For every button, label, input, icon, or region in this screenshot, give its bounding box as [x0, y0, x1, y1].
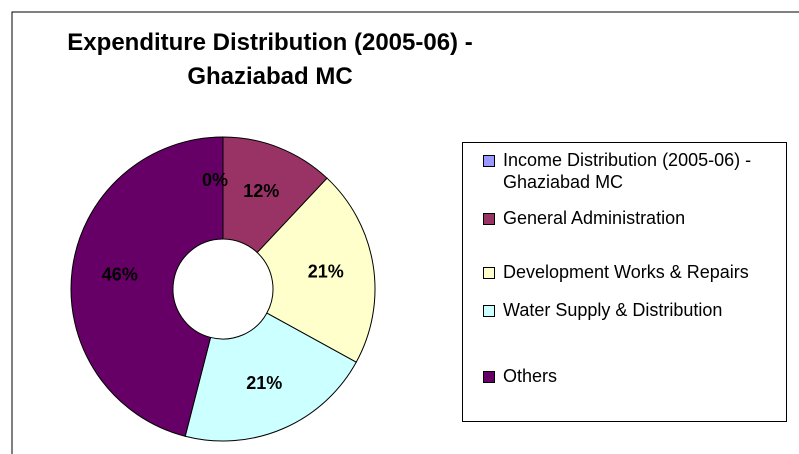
slice: [222, 136, 328, 254]
legend-swatch: [483, 213, 495, 225]
data-label: 12%: [243, 181, 279, 201]
frame: [11, 11, 799, 454]
legend-item: Development Works & Repairs: [483, 261, 799, 283]
legend-item: Water Supply & Distribution: [483, 299, 799, 321]
data-label: 0%: [202, 170, 228, 190]
legend-swatch: [483, 371, 495, 383]
slice: [184, 312, 357, 442]
legend-item: Income Distribution (2005-06) - Ghaziaba…: [483, 149, 799, 193]
data-label: 21%: [246, 373, 282, 393]
legend-swatch: [483, 305, 495, 317]
legend-swatch: [483, 267, 495, 279]
legend-label: Water Supply & Distribution: [503, 300, 723, 320]
legend-label: Income Distribution (2005-06) - Ghaziaba…: [503, 150, 752, 192]
legend-label: Development Works & Repairs: [503, 262, 749, 282]
legend-label: General Administration: [503, 208, 686, 228]
chart-title: Expenditure Distribution (2005-06) - Gha…: [67, 29, 473, 90]
legend-item: General Administration: [483, 207, 799, 229]
legend: Income Distribution (2005-06) - Ghaziaba…: [462, 142, 787, 422]
data-label: 46%: [102, 265, 138, 285]
slice: [256, 177, 376, 363]
legend-label: Others: [503, 366, 558, 386]
legend-swatch: [483, 155, 495, 167]
slice: [70, 136, 224, 437]
data-label: 21%: [308, 261, 344, 281]
legend-item: Others: [483, 365, 799, 387]
